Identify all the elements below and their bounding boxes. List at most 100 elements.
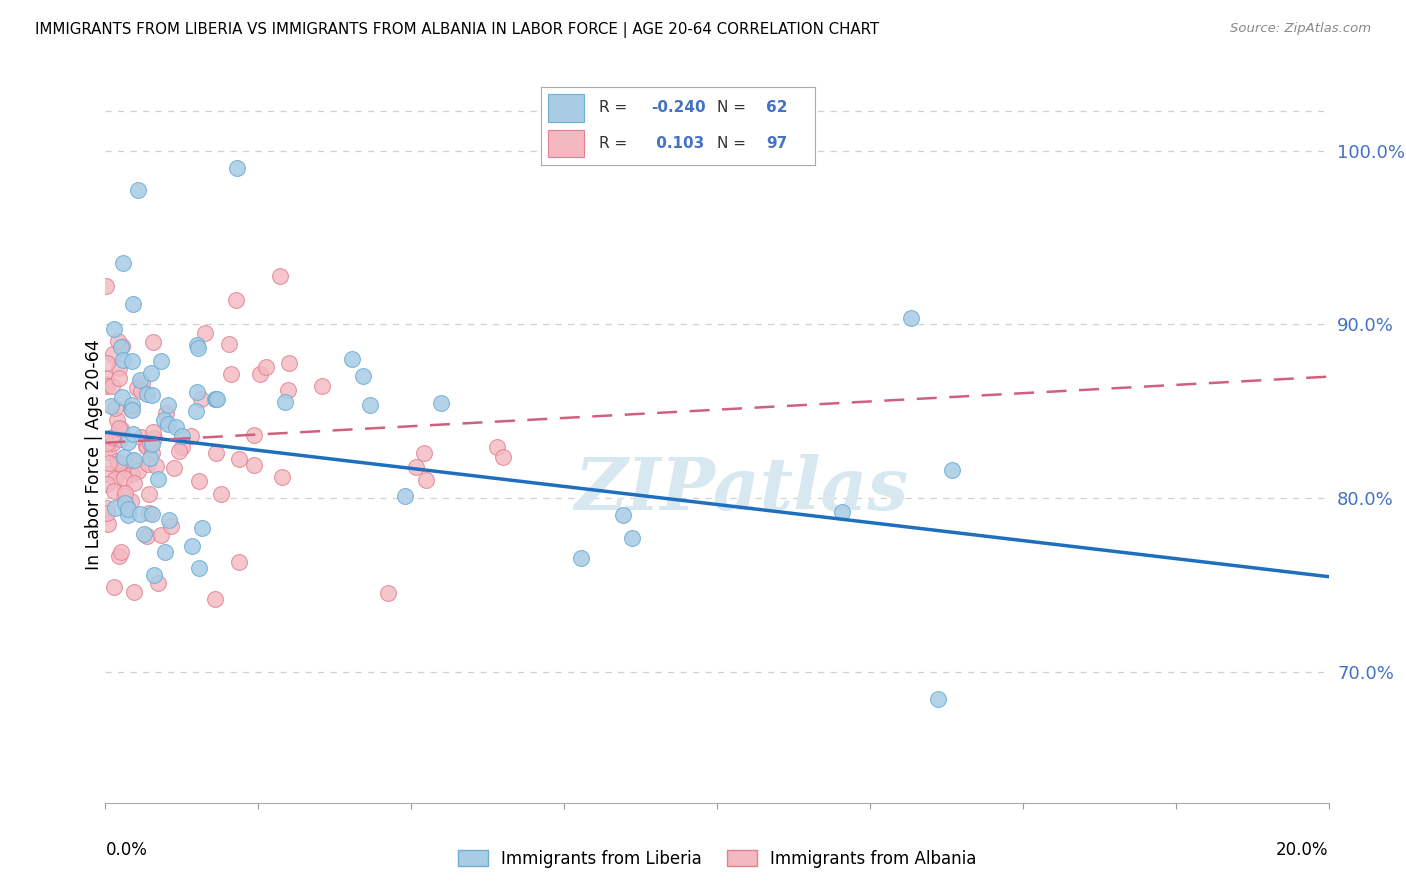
- Point: [141, 445, 163, 459]
- Point: [122, 297, 145, 311]
- Point: [115, 499, 138, 513]
- Point: [138, 506, 160, 520]
- Point: [900, 311, 922, 326]
- Point: [219, 367, 242, 381]
- Point: [621, 532, 644, 546]
- Point: [486, 440, 509, 454]
- Point: [569, 551, 592, 566]
- Point: [110, 545, 132, 559]
- Point: [124, 585, 146, 599]
- Text: R =: R =: [599, 100, 633, 115]
- Point: [138, 487, 160, 501]
- Point: [139, 436, 162, 450]
- Point: [96, 439, 118, 453]
- Point: [142, 425, 165, 439]
- Point: [141, 508, 163, 522]
- Point: [269, 269, 291, 284]
- Point: [141, 437, 163, 451]
- Point: [107, 334, 129, 349]
- Point: [121, 403, 143, 417]
- Point: [108, 456, 131, 470]
- Point: [204, 392, 226, 406]
- Point: [415, 473, 437, 487]
- Point: [114, 485, 136, 500]
- Text: 20.0%: 20.0%: [1277, 841, 1329, 859]
- Point: [218, 336, 240, 351]
- Point: [96, 436, 118, 450]
- Point: [311, 379, 333, 393]
- Point: [209, 487, 232, 501]
- Point: [204, 445, 226, 459]
- Point: [120, 402, 142, 417]
- Point: [157, 398, 180, 412]
- Point: [104, 401, 127, 416]
- Point: [115, 457, 138, 471]
- Point: [136, 440, 159, 454]
- Point: [352, 369, 374, 384]
- Point: [131, 376, 153, 390]
- Point: [97, 467, 120, 481]
- Point: [155, 545, 177, 559]
- Point: [121, 467, 143, 481]
- Point: [105, 413, 128, 427]
- Text: Source: ZipAtlas.com: Source: ZipAtlas.com: [1230, 22, 1371, 36]
- Point: [831, 505, 853, 519]
- Point: [120, 494, 142, 508]
- Point: [204, 592, 226, 607]
- Point: [127, 381, 149, 395]
- Point: [122, 475, 145, 490]
- Legend: Immigrants from Liberia, Immigrants from Albania: Immigrants from Liberia, Immigrants from…: [451, 843, 983, 874]
- Point: [186, 338, 208, 352]
- Text: -0.240: -0.240: [651, 100, 706, 115]
- Point: [112, 450, 135, 464]
- Point: [225, 293, 247, 307]
- Point: [96, 500, 118, 515]
- Point: [165, 419, 187, 434]
- Point: [132, 526, 155, 541]
- Point: [110, 390, 132, 404]
- Point: [129, 430, 152, 444]
- Point: [112, 489, 135, 503]
- Point: [430, 396, 453, 410]
- Point: [108, 360, 131, 375]
- Text: R =: R =: [599, 136, 633, 151]
- Point: [242, 428, 264, 442]
- Point: [157, 417, 180, 431]
- Text: IMMIGRANTS FROM LIBERIA VS IMMIGRANTS FROM ALBANIA IN LABOR FORCE | AGE 20-64 CO: IMMIGRANTS FROM LIBERIA VS IMMIGRANTS FR…: [35, 22, 879, 38]
- Point: [186, 385, 208, 400]
- Bar: [548, 129, 583, 157]
- Point: [146, 472, 169, 486]
- Point: [187, 341, 209, 355]
- Point: [103, 321, 125, 335]
- Point: [96, 476, 118, 491]
- Point: [94, 371, 117, 385]
- Point: [377, 586, 399, 600]
- Point: [181, 539, 204, 553]
- Point: [188, 474, 211, 488]
- Point: [187, 561, 209, 575]
- Point: [155, 406, 177, 420]
- Text: ZIPatlas: ZIPatlas: [575, 454, 908, 525]
- Point: [96, 506, 118, 520]
- Point: [110, 340, 132, 354]
- Point: [142, 334, 165, 349]
- Point: [127, 463, 149, 477]
- Text: 97: 97: [766, 136, 787, 151]
- Y-axis label: In Labor Force | Age 20-64: In Labor Force | Age 20-64: [86, 340, 103, 570]
- Point: [277, 383, 299, 397]
- Point: [142, 568, 165, 582]
- Point: [136, 457, 159, 471]
- Point: [927, 692, 949, 706]
- Point: [96, 356, 118, 370]
- Point: [107, 420, 129, 434]
- Point: [117, 435, 139, 450]
- Point: [104, 500, 127, 515]
- Point: [359, 398, 381, 412]
- Point: [122, 452, 145, 467]
- Point: [190, 521, 212, 535]
- Point: [97, 444, 120, 458]
- Point: [121, 353, 143, 368]
- Point: [129, 507, 152, 521]
- Point: [104, 472, 127, 486]
- Point: [271, 470, 294, 484]
